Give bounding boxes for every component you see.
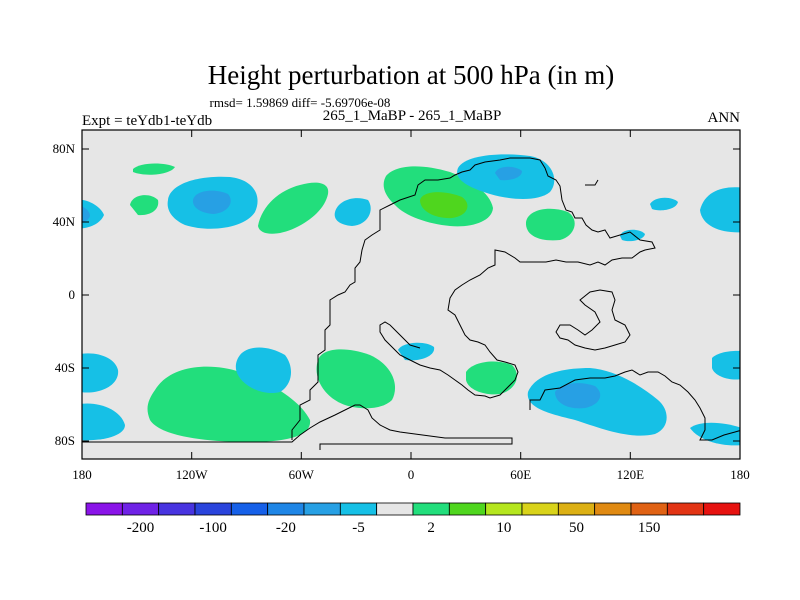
colorbar-box bbox=[158, 502, 196, 516]
positive-anomaly-region bbox=[525, 208, 575, 241]
strong-negative-anomaly bbox=[495, 166, 522, 181]
contour-fields bbox=[82, 154, 740, 446]
x-tick-label: 120W bbox=[176, 467, 209, 482]
strong-negative-anomaly bbox=[555, 383, 601, 409]
y-tick-label: 0 bbox=[69, 287, 76, 302]
positive-anomaly-region bbox=[133, 163, 175, 175]
negative-anomaly-region bbox=[334, 198, 371, 226]
colorbar-box bbox=[485, 502, 523, 516]
strong-negative-anomaly bbox=[82, 206, 90, 223]
negative-anomaly-region bbox=[398, 342, 435, 361]
negative-anomaly-region bbox=[700, 187, 740, 233]
colorbar-box bbox=[630, 502, 668, 516]
y-tick-label: 80N bbox=[53, 141, 76, 156]
colorbar-label: -100 bbox=[199, 520, 227, 536]
negative-anomaly-region bbox=[690, 422, 740, 446]
x-tick-label: 60W bbox=[289, 467, 315, 482]
continent-outline bbox=[82, 404, 513, 450]
negative-anomaly-region bbox=[82, 199, 104, 229]
colorbar-box bbox=[339, 502, 378, 516]
colorbar-label: -20 bbox=[276, 520, 296, 536]
x-tick-label: 60E bbox=[510, 467, 531, 482]
axis-ticks bbox=[81, 130, 741, 459]
colorbar-box bbox=[303, 502, 341, 516]
negative-anomaly-region bbox=[712, 350, 740, 380]
coastlines bbox=[82, 157, 740, 450]
continent-outline bbox=[585, 179, 599, 186]
colorbar-label: 50 bbox=[569, 520, 584, 536]
continent-outline bbox=[555, 289, 631, 351]
colorbar-box bbox=[666, 502, 705, 516]
y-tick-label: 40S bbox=[55, 360, 75, 375]
strong-positive-anomaly bbox=[420, 192, 468, 219]
x-tick-label: 180 bbox=[72, 467, 92, 482]
colorbar-box bbox=[448, 502, 487, 516]
colorbar-box bbox=[557, 502, 596, 516]
colorbar-label: 2 bbox=[427, 520, 435, 536]
negative-anomaly-region bbox=[650, 197, 678, 211]
case-label: 265_1_MaBP - 265_1_MaBP bbox=[323, 108, 502, 124]
continent-outline bbox=[529, 369, 740, 441]
colorbar-box bbox=[230, 502, 269, 516]
colorbar-box bbox=[412, 502, 450, 516]
positive-anomaly-region bbox=[130, 195, 159, 216]
y-tick-label: 80S bbox=[55, 433, 75, 448]
colorbar-box bbox=[521, 502, 559, 516]
colorbar-box bbox=[121, 502, 160, 516]
y-tick-label: 40N bbox=[53, 214, 76, 229]
colorbar-labels: -200 -100 -20 -5 2 10 50 150 bbox=[127, 520, 661, 536]
y-axis-labels: 80N 40N 0 40S 80S bbox=[53, 141, 76, 448]
x-axis-labels: 180 120W 60W 0 60E 120E 180 bbox=[72, 467, 750, 482]
colorbar-label: -5 bbox=[352, 520, 365, 536]
continent-outline bbox=[291, 157, 656, 440]
colorbar-box bbox=[267, 502, 305, 516]
negative-anomaly-region bbox=[235, 347, 292, 394]
colorbar-box bbox=[85, 502, 123, 516]
negative-anomaly-region bbox=[620, 229, 645, 242]
colorbar-box bbox=[594, 502, 632, 516]
experiment-label: Expt = teYdb1-teYdb bbox=[82, 113, 212, 129]
figure-title: Height perturbation at 500 hPa (in m) bbox=[208, 60, 614, 90]
x-tick-label: 180 bbox=[730, 467, 750, 482]
season-label: ANN bbox=[708, 110, 741, 126]
colorbar-box bbox=[194, 502, 232, 516]
negative-anomaly-region bbox=[82, 403, 125, 441]
colorbar-label: 10 bbox=[496, 520, 511, 536]
colorbar-label: 150 bbox=[638, 520, 661, 536]
colorbar-box bbox=[703, 502, 741, 516]
positive-anomaly-region bbox=[258, 182, 329, 234]
positive-anomaly-region bbox=[466, 361, 517, 395]
negative-anomaly-region bbox=[82, 353, 119, 393]
colorbar-box bbox=[376, 502, 414, 516]
colorbar-label: -200 bbox=[127, 520, 155, 536]
x-tick-label: 0 bbox=[408, 467, 415, 482]
positive-anomaly-region bbox=[316, 349, 396, 409]
x-tick-label: 120E bbox=[617, 467, 645, 482]
colorbar bbox=[85, 502, 741, 516]
strong-negative-anomaly bbox=[192, 190, 231, 214]
stats-label: rmsd= 1.59869 diff= -5.69706e-08 bbox=[210, 95, 391, 110]
